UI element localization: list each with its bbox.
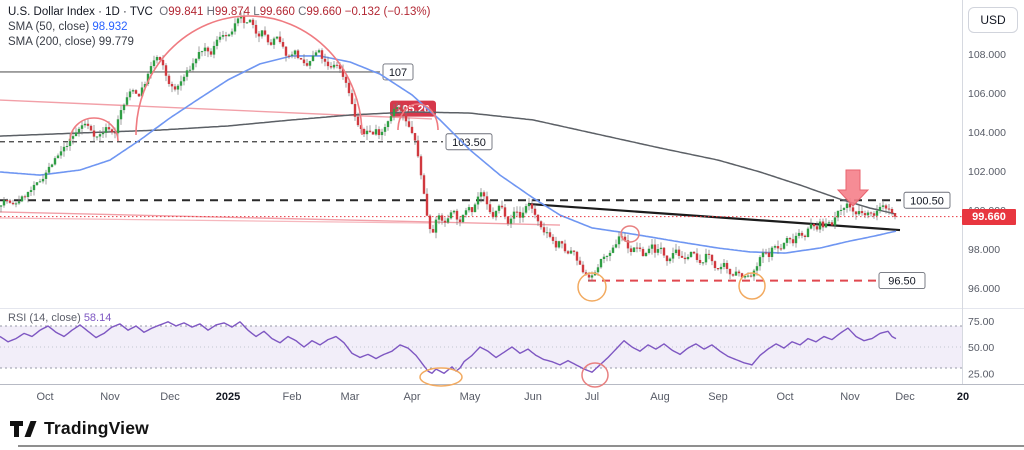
price-tick-104.000: 104.000 [968, 127, 1006, 139]
time-tick-Nov: Nov [840, 391, 860, 403]
sma50-label: SMA (50, close) [8, 21, 90, 33]
trendline-pink-lower-2[interactable] [0, 217, 431, 224]
low-value: 99.660 [259, 6, 295, 18]
chart-area: 107 103.50 100.50 96.50 105.20 108.000 106.000… [0, 0, 1024, 412]
svg-text:103.50: 103.50 [452, 137, 486, 149]
time-tick-Apr: Apr [403, 391, 420, 403]
price-tick-108.000: 108.000 [968, 49, 1006, 61]
time-tick-Oct: Oct [36, 391, 53, 403]
time-tick-Jun: Jun [524, 391, 542, 403]
time-axis[interactable] [0, 385, 1024, 411]
tradingview-logo-icon [10, 421, 37, 437]
time-tick-Nov: Nov [100, 391, 120, 403]
level-label-103.50[interactable]: 103.50 [445, 133, 493, 151]
time-tick-20: 20 [957, 391, 969, 403]
time-tick-Jul: Jul [585, 391, 599, 403]
svg-text:107: 107 [389, 67, 407, 79]
highlight-arc-2[interactable] [135, 15, 363, 136]
trendline-pink-lower-1[interactable] [0, 211, 561, 226]
price-highlight-circle-3[interactable] [620, 225, 640, 243]
rsi-tick-25.00: 25.00 [968, 368, 994, 380]
price-highlight-circle-1[interactable] [577, 272, 607, 302]
time-tick-Feb: Feb [283, 391, 302, 403]
close-value: 99.660 [306, 6, 342, 18]
time-tick-Mar: Mar [341, 391, 360, 403]
sma50-legend-row[interactable]: SMA (50, close) 98.932 [8, 20, 430, 35]
rsi-line [0, 321, 897, 374]
level-label-107[interactable]: 107 [382, 63, 414, 81]
tradingview-logo-text: TradingView [44, 417, 149, 438]
price-highlight-circle-2[interactable] [738, 272, 766, 300]
highlight-arc-3[interactable] [397, 103, 439, 131]
rsi-tick-75.00: 75.00 [968, 316, 994, 328]
sma200-line [0, 111, 897, 215]
change-value: −0.132 (−0.13%) [344, 6, 431, 18]
time-tick-2025: 2025 [216, 391, 240, 403]
candles-layer [0, 11, 897, 282]
chart-legend: U.S. Dollar Index · 1D · TVC O99.841 H99… [8, 5, 430, 50]
time-tick-May: May [460, 391, 481, 403]
close-label: C [298, 6, 307, 18]
tradingview-footer[interactable]: TradingView [10, 417, 149, 439]
svg-text:100.50: 100.50 [910, 195, 944, 207]
bottom-scroll-track[interactable] [18, 445, 1024, 447]
open-label: O [159, 6, 169, 18]
high-label: H [206, 6, 215, 18]
sma50-line [0, 55, 897, 254]
rsi-highlight-circle-2[interactable] [581, 362, 609, 388]
time-tick-Dec: Dec [160, 391, 180, 403]
price-tick-98.000: 98.000 [968, 244, 1000, 256]
low-label: L [253, 6, 260, 18]
time-tick-Sep: Sep [708, 391, 728, 403]
currency-toggle-button[interactable]: USD [968, 7, 1018, 33]
rsi-label: RSI (14, close) [8, 312, 81, 324]
time-tick-Oct: Oct [776, 391, 793, 403]
sma50-value: 98.932 [92, 21, 128, 33]
price-chart-svg[interactable]: 107103.50100.5096.50105.20108.000106.000… [0, 0, 1024, 412]
price-tick-96.000: 96.000 [968, 283, 1000, 295]
highlight-arc-1[interactable] [69, 117, 119, 142]
symbol-title[interactable]: U.S. Dollar Index · 1D · TVC [8, 6, 153, 18]
sma200-value: 99.779 [98, 36, 134, 48]
sma200-legend-row[interactable]: SMA (200, close) 99.779 [8, 35, 430, 50]
open-value: 99.841 [168, 6, 204, 18]
high-value: 99.874 [214, 6, 251, 18]
sma200-label: SMA (200, close) [8, 36, 96, 48]
rsi-tick-50.00: 50.00 [968, 342, 994, 354]
symbol-ohlc-row[interactable]: U.S. Dollar Index · 1D · TVC O99.841 H99… [8, 5, 430, 20]
time-tick-Dec: Dec [895, 391, 915, 403]
rsi-value: 58.14 [83, 312, 112, 324]
time-tick-Aug: Aug [650, 391, 670, 403]
level-label-96.50[interactable]: 96.50 [878, 272, 926, 290]
price-tick-106.000: 106.000 [968, 88, 1006, 100]
price-tick-102.000: 102.000 [968, 166, 1006, 178]
last-price-badge: 99.660 [962, 209, 1016, 225]
trendline-black-resistance[interactable] [527, 202, 901, 232]
svg-text:96.50: 96.50 [888, 276, 916, 288]
rsi-highlight-circle-1[interactable] [419, 367, 463, 387]
rsi-legend[interactable]: RSI (14, close) 58.14 [8, 312, 111, 324]
level-label-100.50[interactable]: 100.50 [903, 191, 951, 209]
down-arrow-annotation[interactable] [836, 169, 870, 207]
